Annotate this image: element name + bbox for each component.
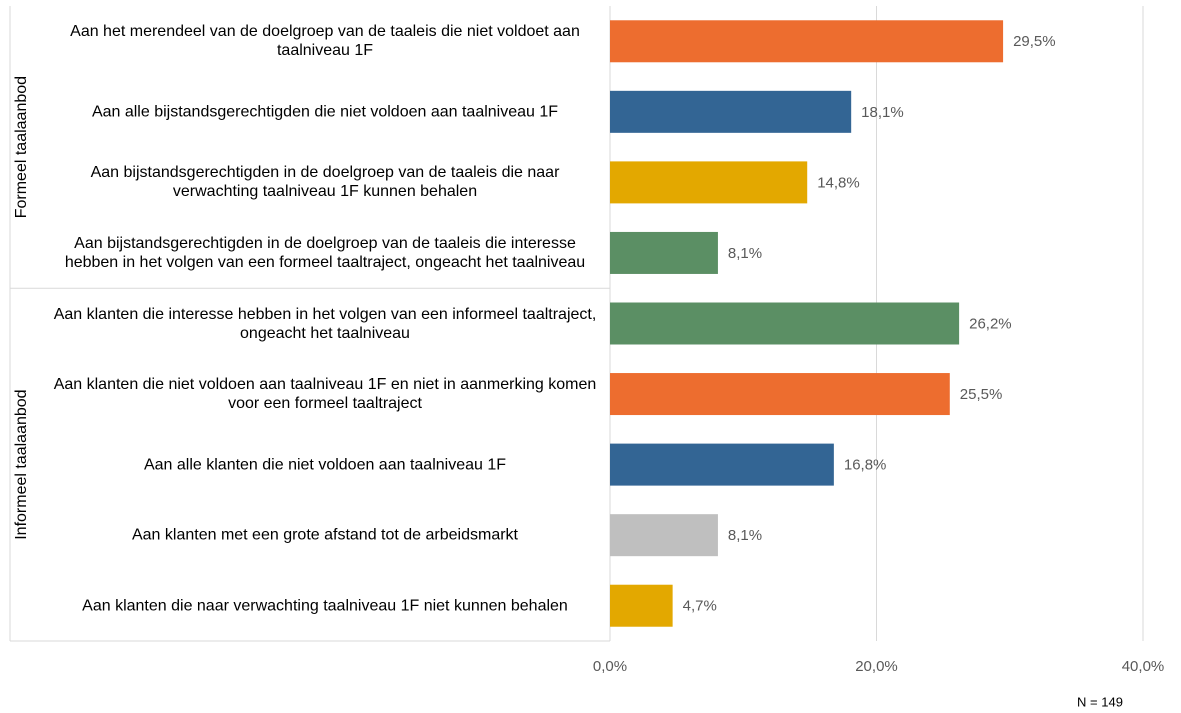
category-label: Aan alle klanten die niet voldoen aan ta… [143, 456, 507, 474]
value-label: 8,1% [728, 527, 762, 544]
value-label: 26,2% [969, 315, 1012, 332]
category-label: Aan alle bijstandsgerechtigden die niet … [91, 103, 559, 121]
bar [610, 90, 852, 133]
x-tick-label: 40,0% [1122, 658, 1165, 675]
note: N = 149 [1077, 694, 1123, 709]
category-label: Aan klanten met een grote afstand tot de… [131, 526, 518, 544]
value-label: 14,8% [817, 174, 860, 191]
bar [610, 584, 673, 627]
category-label: Aan klanten die interesse hebben in het … [53, 305, 597, 342]
bar [610, 514, 718, 557]
x-tick-label: 0,0% [593, 658, 627, 675]
value-label: 18,1% [861, 104, 904, 121]
category-label: Aan het merendeel van de doelgroep van d… [70, 23, 580, 60]
value-label: 29,5% [1013, 33, 1056, 50]
category-label: Aan klanten die niet voldoen aan taalniv… [53, 376, 597, 413]
category-label: Aan klanten die naar verwachting taalniv… [82, 597, 568, 615]
bar [610, 443, 834, 486]
bar [610, 161, 808, 204]
bar [610, 20, 1004, 63]
group-label: Informeel taalaanbod [13, 389, 30, 539]
value-label: 25,5% [960, 386, 1003, 403]
category-label: Aan bijstandsgerechtigden in de doelgroe… [90, 164, 560, 201]
value-label: 4,7% [683, 598, 717, 615]
bar [610, 302, 960, 345]
bar [610, 373, 950, 416]
bar [610, 231, 718, 274]
value-label: 8,1% [728, 245, 762, 262]
value-label: 16,8% [844, 457, 887, 474]
x-tick-label: 20,0% [855, 658, 898, 675]
group-label: Formeel taalaanbod [13, 76, 30, 218]
category-label: Aan bijstandsgerechtigden in de doelgroe… [64, 234, 586, 271]
